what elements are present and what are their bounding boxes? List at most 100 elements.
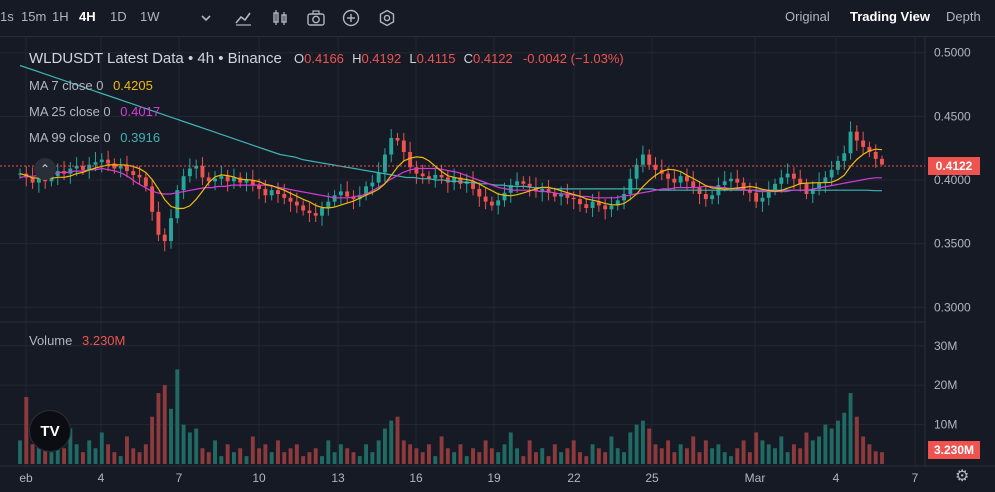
ma99-legend[interactable]: MA 99 close 0 0.3916 [29,130,160,145]
candle-body [521,181,526,184]
volume-bar [445,448,450,464]
volume-bar [420,452,425,464]
time-tick-label: eb [19,471,33,485]
candle-body [471,181,475,189]
gear-icon[interactable]: ⚙ [955,468,970,485]
high-label: H [352,51,362,66]
candle-body [55,171,60,177]
volume-bar [219,456,224,464]
candle-body [804,183,809,194]
volume-bar [496,452,501,464]
candle-body [213,178,218,182]
chevron-down-icon[interactable] [200,12,212,24]
candle-body [810,188,815,194]
time-tick-label: 13 [331,471,345,485]
volume-bar [244,456,249,464]
camera-icon[interactable] [306,8,326,28]
volume-bar [169,408,173,464]
candle-body [326,201,331,208]
candle-body [817,182,822,189]
volume-bar [106,444,111,464]
volume-bar [540,448,545,464]
candle-body [634,164,639,179]
candle-body [785,173,790,178]
price-tick-label: 0.3500 [934,237,971,251]
time-tick-label: 25 [645,471,659,485]
volume-bar [810,440,815,464]
interval-1w[interactable]: 1W [140,9,160,24]
tradingview-logo[interactable]: TV [29,410,71,452]
volume-bar [294,444,299,464]
candle-body [118,166,123,169]
candle-body [615,200,620,206]
volume-bar [791,444,796,464]
moving-averages [19,64,883,210]
volume-bar [798,448,803,464]
candle-body [596,201,601,206]
interval-1d[interactable]: 1D [110,9,127,24]
interval-15m[interactable]: 15m [21,9,47,24]
volume-bar [647,428,652,464]
volume-bar [382,428,387,464]
volume-bar [320,456,324,464]
candle-body [603,205,608,210]
candle-body [401,140,406,152]
candle-body [162,234,167,242]
ma99-value: 0.3916 [120,130,161,145]
candle-body [187,168,192,177]
candle-body [854,131,859,141]
candle-body [269,190,274,196]
time-tick-label: Mar [745,471,766,485]
volume-bar [779,436,784,464]
ma7-legend[interactable]: MA 7 close 0 0.4205 [29,78,153,93]
ma25-legend[interactable]: MA 25 close 0 0.4017 [29,104,160,119]
volume-bar [357,456,362,464]
candle-body [540,188,545,192]
candle-body [590,201,595,208]
candle-body [87,164,92,170]
legend-header: WLDUSDT Latest Data • 4h • Binance O0.41… [29,50,624,67]
candle-body [294,201,299,206]
grid [0,36,925,466]
view-original[interactable]: Original [785,9,830,24]
settings-hex-icon[interactable] [377,8,397,28]
candle-body [527,183,532,188]
volume-bar [653,444,658,464]
volume-bar [269,452,274,464]
candle-body [496,200,501,206]
interval-4h[interactable]: 4H [79,9,96,24]
candle-body [137,174,142,178]
interval-1s[interactable]: 1s [0,9,14,24]
volume-bar [282,452,287,464]
view-trading-view[interactable]: Trading View [850,9,930,24]
candle-body [823,177,828,183]
candle-body [420,173,425,177]
volume-bar [546,456,551,464]
candle-body [263,188,268,196]
plus-circle-icon[interactable] [341,8,361,28]
indicator-icon[interactable] [233,8,253,28]
collapse-legend-icon[interactable]: ⌃ [34,158,56,180]
volume-bar [861,436,866,464]
candle-body [559,194,564,197]
volume-bar [829,428,834,464]
candle-body [829,169,834,178]
candle-body [200,166,205,178]
candle-body [338,191,343,196]
candle-body [276,190,280,194]
candle-body [238,177,243,183]
candle-body [169,218,173,242]
candle-type-icon[interactable] [270,8,290,28]
candle-body [99,159,104,163]
volume-bar [766,444,771,464]
volume-bar [515,448,520,464]
candle-body [439,174,444,178]
view-depth[interactable]: Depth [946,9,981,24]
candle-body [257,185,262,189]
ma7-label: MA 7 close 0 [29,78,104,93]
volume-bar [345,448,350,464]
candle-body [301,205,306,211]
interval-1h[interactable]: 1H [52,9,69,24]
volume-legend[interactable]: Volume 3.230M [29,333,125,348]
